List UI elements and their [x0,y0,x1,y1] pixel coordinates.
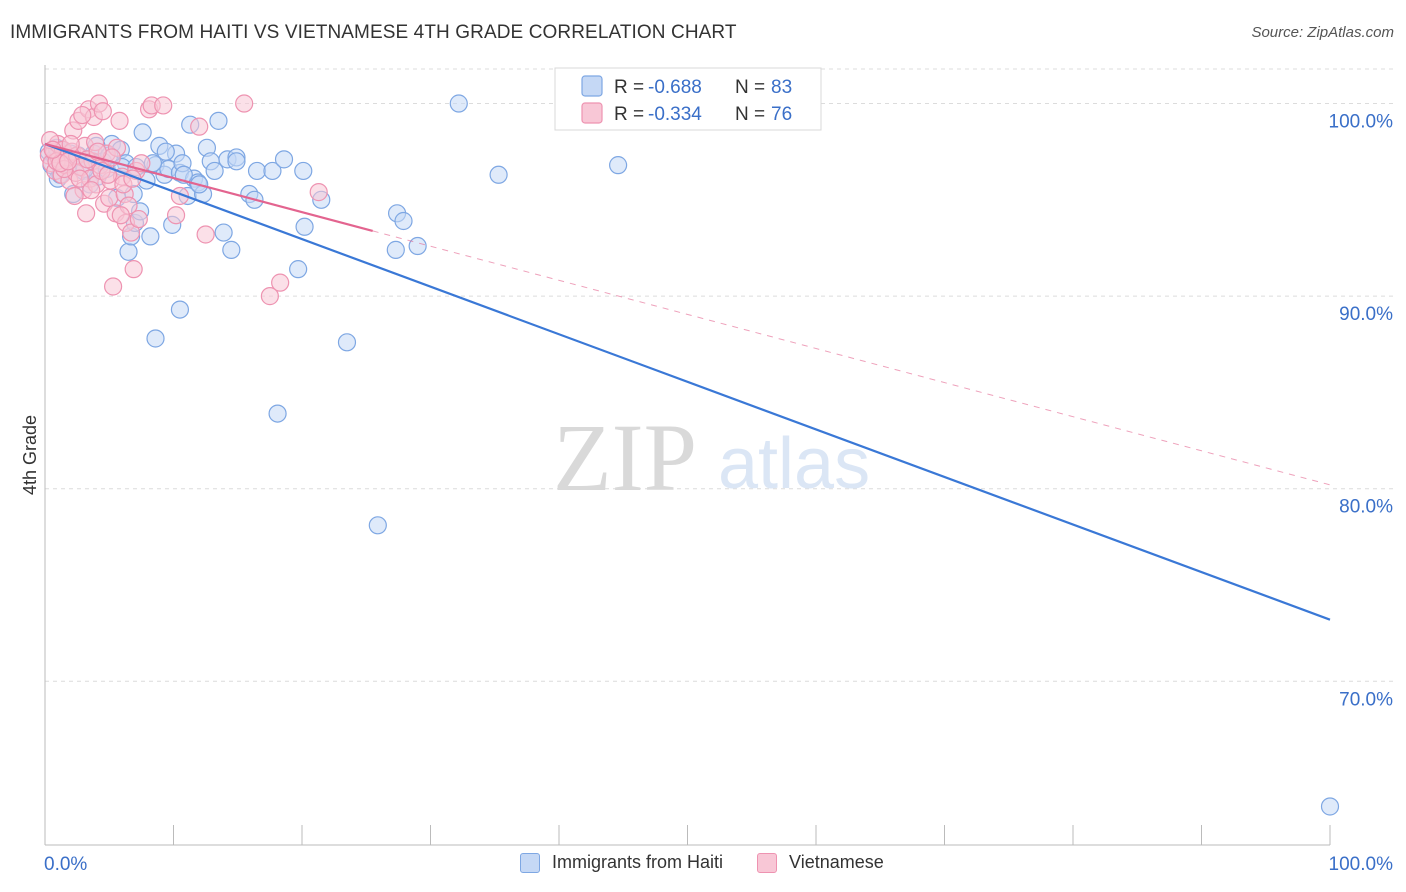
vietnamese-point [65,186,84,206]
haiti-point [222,240,241,259]
vietnamese-trend-line [44,142,373,232]
vietnamese-point [77,204,96,223]
grid-lines [45,68,1395,682]
vietnamese-point [196,225,215,244]
vietnamese-point [104,277,123,296]
haiti-point [227,152,246,171]
x-tick-label-max: 100.0% [1329,854,1394,875]
vietnamese-point [124,260,143,279]
legend-swatch-vietnamese [757,852,778,873]
trend-lines [44,142,1331,621]
legend-item-vietnamese: Vietnamese [757,852,884,873]
haiti-point [449,94,468,113]
vietnamese-point [82,181,101,200]
haiti-point [289,260,308,279]
chart-title: IMMIGRANTS FROM HAITI VS VIETNAMESE 4TH … [10,22,737,43]
haiti-point [146,329,165,348]
haiti-point [156,142,175,161]
haiti-point [170,300,190,319]
tick-labels: 100.0% 90.0% 80.0% 70.0% 0.0% 100.0% 4th Grade [20,112,1393,875]
axes [44,65,1331,846]
haiti-point [609,156,628,175]
haiti-point [1320,797,1340,816]
legend-n-value: 76 [771,104,792,125]
vietnamese-point [110,111,129,130]
vietnamese-point [93,102,112,121]
vietnamese-point [235,94,254,113]
vietnamese-point [129,209,148,229]
haiti-point [247,161,267,181]
vietnamese-point [260,287,279,306]
haiti-point [209,111,228,130]
haiti-point [295,217,314,236]
vietnamese-point [166,206,186,225]
watermark: ZIP atlas [553,404,870,511]
legend-r-label: R = [614,104,644,125]
haiti-point [119,242,138,261]
vietnamese-point [73,105,92,125]
vietnamese-point [271,273,290,292]
source-label: Source: ZipAtlas.com [1251,24,1394,41]
haiti-point [489,165,508,184]
legend-r-value: -0.334 [648,104,702,125]
haiti-point [386,240,405,259]
legend-swatch [581,102,603,124]
correlation-legend: R = -0.688 N = 83 R = -0.334 N = 76 [554,67,822,131]
vietnamese-point [100,188,119,207]
watermark-atlas: atlas [718,424,870,504]
y-tick-label: 80.0% [1339,497,1393,518]
legend-label-haiti: Immigrants from Haiti [552,852,724,872]
legend-r-label: R = [614,77,644,98]
haiti-point [337,333,357,352]
haiti-point [205,161,224,181]
vietnamese-point [190,117,209,136]
vietnamese-point [309,183,328,202]
vietnamese-point [154,96,173,115]
vietnamese-trend-extension [372,230,1331,486]
haiti-trend-line [44,142,1331,621]
legend-r-value: -0.688 [648,77,702,98]
series-legend: Immigrants from Haiti Vietnamese [520,852,918,873]
y-tick-label: 90.0% [1339,304,1393,325]
legend-item-haiti: Immigrants from Haiti [520,852,723,873]
y-tick-label: 70.0% [1339,689,1393,710]
legend-swatch-haiti [520,852,540,873]
y-axis-title: 4th Grade [20,415,40,495]
x-tick-label-min: 0.0% [44,854,87,875]
haiti-point [268,404,287,423]
legend-swatch [581,75,603,97]
haiti-point [368,516,387,535]
haiti-point [294,161,313,181]
watermark-zip: ZIP [553,404,697,511]
legend-n-label: N = [735,77,765,98]
y-tick-label: 100.0% [1329,112,1394,133]
legend-n-value: 83 [771,77,792,98]
vietnamese-point [111,206,130,225]
legend-n-label: N = [735,104,765,125]
haiti-point [141,227,160,246]
legend-label-vietnamese: Vietnamese [789,852,884,872]
data-points [39,94,1340,816]
haiti-point [274,150,294,169]
haiti-point [214,223,233,242]
haiti-point [133,123,152,142]
haiti-point [408,236,427,256]
haiti-point [394,211,413,231]
vietnamese-point [121,223,141,242]
vietnamese-point [70,169,89,188]
haiti-point [263,161,282,181]
